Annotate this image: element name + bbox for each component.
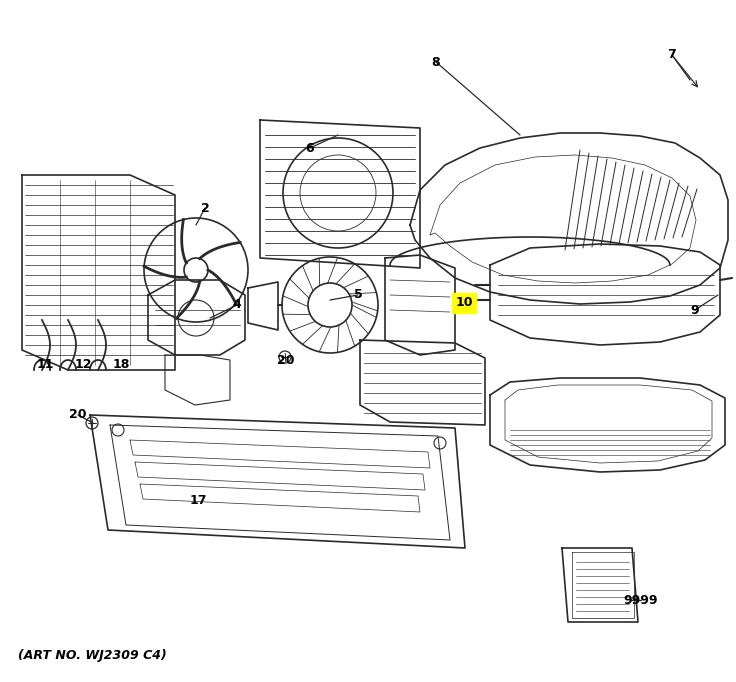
Text: 9: 9 bbox=[690, 303, 699, 316]
Text: 7: 7 bbox=[668, 48, 676, 61]
Text: 20: 20 bbox=[69, 409, 87, 421]
Text: 18: 18 bbox=[113, 359, 130, 372]
Text: 11: 11 bbox=[36, 359, 54, 372]
Text: 4: 4 bbox=[233, 299, 241, 312]
Text: 17: 17 bbox=[189, 494, 207, 507]
Text: 8: 8 bbox=[432, 55, 440, 68]
Text: 2: 2 bbox=[201, 201, 209, 215]
Text: (ART NO. WJ2309 C4): (ART NO. WJ2309 C4) bbox=[18, 649, 167, 662]
Text: 5: 5 bbox=[353, 288, 362, 301]
Text: 20: 20 bbox=[277, 353, 294, 366]
Text: 12: 12 bbox=[74, 359, 92, 372]
Text: 9999: 9999 bbox=[623, 593, 658, 606]
Text: 6: 6 bbox=[305, 141, 314, 155]
Text: 10: 10 bbox=[456, 297, 473, 310]
